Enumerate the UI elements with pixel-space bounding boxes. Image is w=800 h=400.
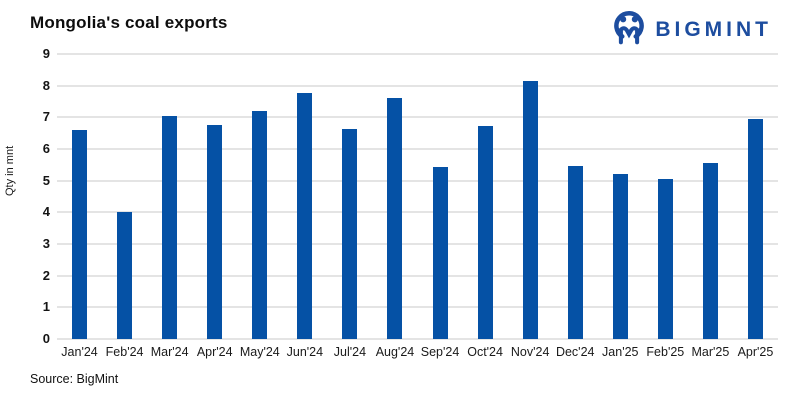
x-tick-label: Mar'25 xyxy=(691,345,730,359)
gridline xyxy=(57,116,778,119)
chart-title: Mongolia's coal exports xyxy=(30,13,228,32)
x-tick-label: Mar'24 xyxy=(150,345,189,359)
bar-Mar'25 xyxy=(702,163,718,339)
bar-Sep'24 xyxy=(432,167,448,339)
bar-May'24 xyxy=(252,111,268,339)
y-tick-label: 3 xyxy=(42,236,50,251)
y-tick-label: 7 xyxy=(42,109,50,125)
gridline xyxy=(57,338,778,340)
x-tick-label: May'24 xyxy=(239,345,280,359)
bar-Feb'24 xyxy=(117,212,133,339)
x-tick-label: Jun'24 xyxy=(286,345,324,359)
gridline xyxy=(57,242,778,245)
source-note: Source: BigMint xyxy=(30,372,119,386)
bar-Nov'24 xyxy=(522,80,538,339)
bar-Jan'24 xyxy=(72,130,88,339)
bigmint-logo-icon xyxy=(611,8,647,51)
x-tick-label: Apr'25 xyxy=(737,345,774,359)
bar-Jul'24 xyxy=(342,129,358,339)
y-tick-label: 5 xyxy=(42,172,50,188)
y-tick-label: 0 xyxy=(42,331,50,346)
y-axis: 0 1 2 3 4 5 6 7 8 9 xyxy=(26,47,50,346)
x-axis: Jan'24 Feb'24 Mar'24 Apr'24 May'24 Jun'24 Jul'… xyxy=(57,345,778,361)
x-tick-label: Feb'25 xyxy=(646,345,685,359)
y-tick-label: 6 xyxy=(42,141,50,156)
y-tick-label: 2 xyxy=(42,267,50,283)
x-tick-label: Jan'25 xyxy=(602,345,639,359)
gridline xyxy=(57,211,778,214)
gridline xyxy=(57,179,778,182)
bar-Jun'24 xyxy=(297,92,313,339)
x-tick-label: Dec'24 xyxy=(555,345,595,359)
x-tick-label: Jul'24 xyxy=(333,345,367,359)
gridline xyxy=(57,147,778,150)
bar-Dec'24 xyxy=(567,165,583,339)
y-tick-label: 8 xyxy=(42,77,50,93)
bar-Mar'24 xyxy=(162,115,178,339)
x-tick-label: Feb'24 xyxy=(105,345,144,359)
x-tick-label: Aug'24 xyxy=(375,345,415,359)
bar-Apr'25 xyxy=(747,118,763,339)
bar-Aug'24 xyxy=(387,98,403,339)
brand-name: BIGMINT xyxy=(655,17,772,41)
x-tick-label: Sep'24 xyxy=(420,345,460,359)
y-tick-label: 4 xyxy=(42,204,50,220)
bar-Feb'25 xyxy=(657,179,673,339)
gridline xyxy=(57,274,778,277)
x-tick-label: Nov'24 xyxy=(510,345,550,359)
bar-Jan'25 xyxy=(612,174,628,339)
y-tick-label: 1 xyxy=(42,299,50,315)
y-tick-label: 9 xyxy=(42,46,50,61)
gridline xyxy=(57,53,778,55)
bar-Apr'24 xyxy=(207,125,223,339)
x-tick-label: Oct'24 xyxy=(467,345,503,359)
x-tick-label: Jan'24 xyxy=(61,345,98,359)
bar-Oct'24 xyxy=(477,125,493,339)
gridline xyxy=(57,84,778,87)
y-axis-title: Qty in mnt xyxy=(4,145,16,196)
plot-area xyxy=(57,53,778,340)
brand-logo: BIGMINT xyxy=(611,8,772,51)
x-tick-label: Apr'24 xyxy=(196,345,233,359)
gridline xyxy=(57,306,778,309)
